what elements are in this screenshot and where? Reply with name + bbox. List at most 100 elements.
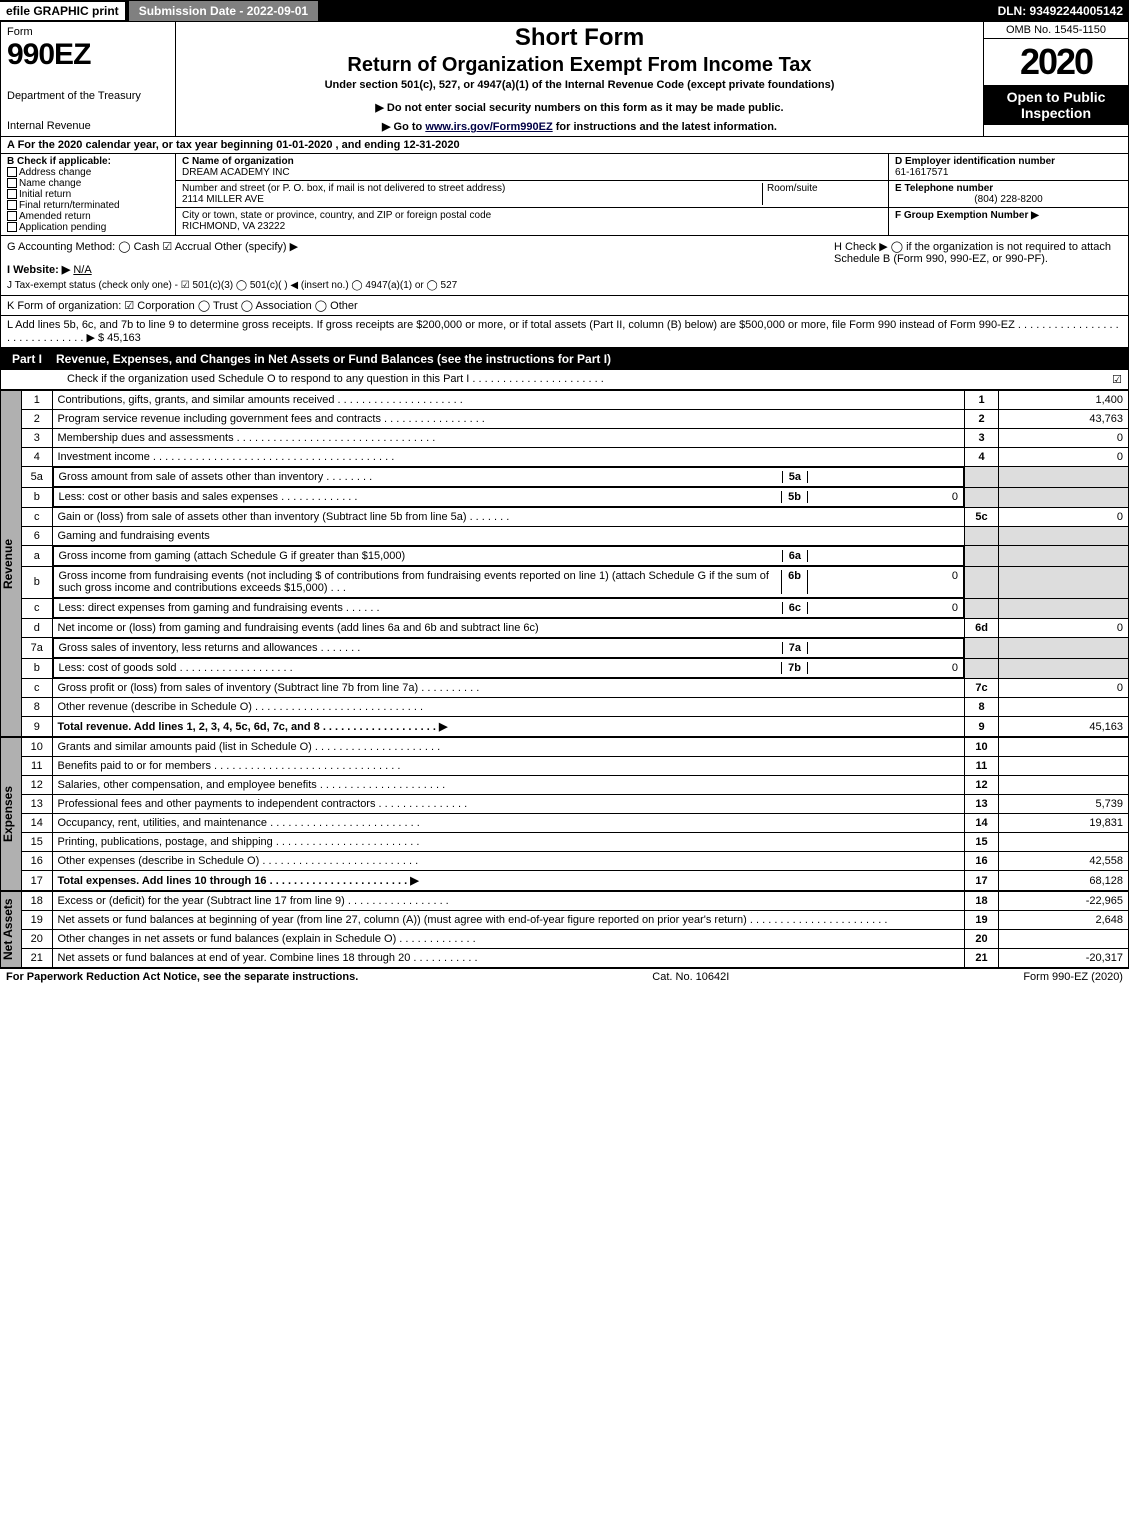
phone-value: (804) 228-8200 xyxy=(895,194,1122,205)
box-g: G Accounting Method: ◯ Cash ☑ Accrual Ot… xyxy=(1,236,828,295)
line-11: 11Benefits paid to or for members . . . … xyxy=(22,757,1129,776)
sub3-post: for instructions and the latest informat… xyxy=(553,121,777,133)
line-12: 12Salaries, other compensation, and empl… xyxy=(22,776,1129,795)
form-number: 990EZ xyxy=(7,38,169,72)
cb-address[interactable]: Address change xyxy=(7,167,169,178)
line-18: 18Excess or (deficit) for the year (Subt… xyxy=(22,892,1129,911)
e-label: E Telephone number xyxy=(895,183,993,194)
street-row: Number and street (or P. O. box, if mail… xyxy=(176,181,888,208)
box-h: H Check ▶ ◯ if the organization is not r… xyxy=(828,236,1128,295)
footer-formref: Form 990-EZ (2020) xyxy=(1023,971,1123,983)
line-9: 9Total revenue. Add lines 1, 2, 3, 4, 5c… xyxy=(22,717,1129,737)
box-b-checkboxes: B Check if applicable: Address change Na… xyxy=(1,154,176,235)
row-l: L Add lines 5b, 6c, and 7b to line 9 to … xyxy=(0,316,1129,348)
cb-name[interactable]: Name change xyxy=(7,178,169,189)
cb-final[interactable]: Final return/terminated xyxy=(7,200,169,211)
subtitle-1: Under section 501(c), 527, or 4947(a)(1)… xyxy=(182,79,977,91)
org-name: DREAM ACADEMY INC xyxy=(182,167,290,178)
line-1: 1Contributions, gifts, grants, and simil… xyxy=(22,391,1129,410)
cb-pending[interactable]: Application pending xyxy=(7,222,169,233)
ein-value: 61-1617571 xyxy=(895,167,948,178)
tax-exempt-status: J Tax-exempt status (check only one) - ☑… xyxy=(7,280,822,291)
cb-amended[interactable]: Amended return xyxy=(7,211,169,222)
form-word: Form xyxy=(7,26,169,38)
website-value: N/A xyxy=(73,264,91,276)
part1-label: Part I xyxy=(6,351,48,367)
header-center: Short Form Return of Organization Exempt… xyxy=(176,22,983,136)
short-form-title: Short Form xyxy=(182,24,977,52)
revenue-section: Revenue 1Contributions, gifts, grants, a… xyxy=(0,390,1129,737)
dept-irs: Internal Revenue xyxy=(7,120,169,132)
omb-number: OMB No. 1545-1150 xyxy=(984,22,1128,39)
netassets-side-label: Net Assets xyxy=(0,891,22,968)
line-6a: aGross income from gaming (attach Schedu… xyxy=(22,546,1129,567)
line-7b: bLess: cost of goods sold . . . . . . . … xyxy=(22,658,1129,679)
accounting-method: G Accounting Method: ◯ Cash ☑ Accrual Ot… xyxy=(7,240,822,253)
street-label: Number and street (or P. O. box, if mail… xyxy=(182,183,505,194)
line-4: 4Investment income . . . . . . . . . . .… xyxy=(22,448,1129,467)
footer-left: For Paperwork Reduction Act Notice, see … xyxy=(6,971,358,983)
part1-header: Part I Revenue, Expenses, and Changes in… xyxy=(0,348,1129,370)
page-footer: For Paperwork Reduction Act Notice, see … xyxy=(0,968,1129,985)
city-row: City or town, state or province, country… xyxy=(176,208,888,234)
city-value: RICHMOND, VA 23222 xyxy=(182,221,285,232)
header-right: OMB No. 1545-1150 2020 Open to Public In… xyxy=(983,22,1128,136)
part1-check[interactable]: ☑ xyxy=(1112,373,1122,386)
tax-year: 2020 xyxy=(984,39,1128,85)
line-6c: cLess: direct expenses from gaming and f… xyxy=(22,598,1129,619)
c-label: C Name of organization xyxy=(182,156,294,167)
line-6d: dNet income or (loss) from gaming and fu… xyxy=(22,619,1129,638)
line-6b: bGross income from fundraising events (n… xyxy=(22,566,1129,598)
top-bar: efile GRAPHIC print Submission Date - 20… xyxy=(0,0,1129,22)
section-bcd: B Check if applicable: Address change Na… xyxy=(0,154,1129,236)
submission-date: Submission Date - 2022-09-01 xyxy=(129,1,318,21)
expenses-side-label: Expenses xyxy=(0,737,22,891)
city-label: City or town, state or province, country… xyxy=(182,210,491,221)
line-5b: bLess: cost or other basis and sales exp… xyxy=(22,487,1129,508)
website-label: I Website: ▶ xyxy=(7,264,70,276)
footer-catno: Cat. No. 10642I xyxy=(652,971,729,983)
subtitle-3: ▶ Go to www.irs.gov/Form990EZ for instru… xyxy=(182,120,977,133)
part1-title: Revenue, Expenses, and Changes in Net As… xyxy=(56,352,611,366)
org-name-row: C Name of organization DREAM ACADEMY INC xyxy=(176,154,888,181)
line-16: 16Other expenses (describe in Schedule O… xyxy=(22,852,1129,871)
revenue-side-label: Revenue xyxy=(0,390,22,737)
row-a-period: A For the 2020 calendar year, or tax yea… xyxy=(0,137,1129,154)
line-7a: 7aGross sales of inventory, less returns… xyxy=(22,638,1129,659)
irs-link[interactable]: www.irs.gov/Form990EZ xyxy=(425,121,552,133)
line-13: 13Professional fees and other payments t… xyxy=(22,795,1129,814)
d-label: D Employer identification number xyxy=(895,156,1055,167)
line-2: 2Program service revenue including gover… xyxy=(22,410,1129,429)
line-20: 20Other changes in net assets or fund ba… xyxy=(22,930,1129,949)
line-14: 14Occupancy, rent, utilities, and mainte… xyxy=(22,814,1129,833)
line-5a: 5aGross amount from sale of assets other… xyxy=(22,467,1129,488)
street-value: 2114 MILLER AVE xyxy=(182,194,264,205)
line-19: 19Net assets or fund balances at beginni… xyxy=(22,911,1129,930)
netassets-table: 18Excess or (deficit) for the year (Subt… xyxy=(22,891,1129,968)
box-def: D Employer identification number 61-1617… xyxy=(888,154,1128,235)
line-6: 6Gaming and fundraising events xyxy=(22,527,1129,546)
netassets-section: Net Assets 18Excess or (deficit) for the… xyxy=(0,891,1129,968)
header-left: Form 990EZ Department of the Treasury In… xyxy=(1,22,176,136)
line-8: 8Other revenue (describe in Schedule O) … xyxy=(22,698,1129,717)
line-7c: cGross profit or (loss) from sales of in… xyxy=(22,679,1129,698)
expenses-table: 10Grants and similar amounts paid (list … xyxy=(22,737,1129,891)
box-b-title: B Check if applicable: xyxy=(7,156,169,167)
row-k: K Form of organization: ☑ Corporation ◯ … xyxy=(0,296,1129,316)
box-c: C Name of organization DREAM ACADEMY INC… xyxy=(176,154,888,235)
row-gh: G Accounting Method: ◯ Cash ☑ Accrual Ot… xyxy=(0,236,1129,296)
line-17: 17Total expenses. Add lines 10 through 1… xyxy=(22,871,1129,891)
form-header: Form 990EZ Department of the Treasury In… xyxy=(0,22,1129,137)
dln-label: DLN: 93492244005142 xyxy=(998,4,1129,18)
main-title: Return of Organization Exempt From Incom… xyxy=(182,54,977,77)
expenses-section: Expenses 10Grants and similar amounts pa… xyxy=(0,737,1129,891)
line-21: 21Net assets or fund balances at end of … xyxy=(22,949,1129,968)
subtitle-2: ▶ Do not enter social security numbers o… xyxy=(182,101,977,114)
part1-subtext: Check if the organization used Schedule … xyxy=(7,373,604,386)
cb-initial[interactable]: Initial return xyxy=(7,189,169,200)
line-15: 15Printing, publications, postage, and s… xyxy=(22,833,1129,852)
f-label: F Group Exemption Number ▶ xyxy=(895,210,1039,221)
part1-sub: Check if the organization used Schedule … xyxy=(0,370,1129,390)
sub3-pre: ▶ Go to xyxy=(382,121,425,133)
room-label: Room/suite xyxy=(762,183,882,205)
